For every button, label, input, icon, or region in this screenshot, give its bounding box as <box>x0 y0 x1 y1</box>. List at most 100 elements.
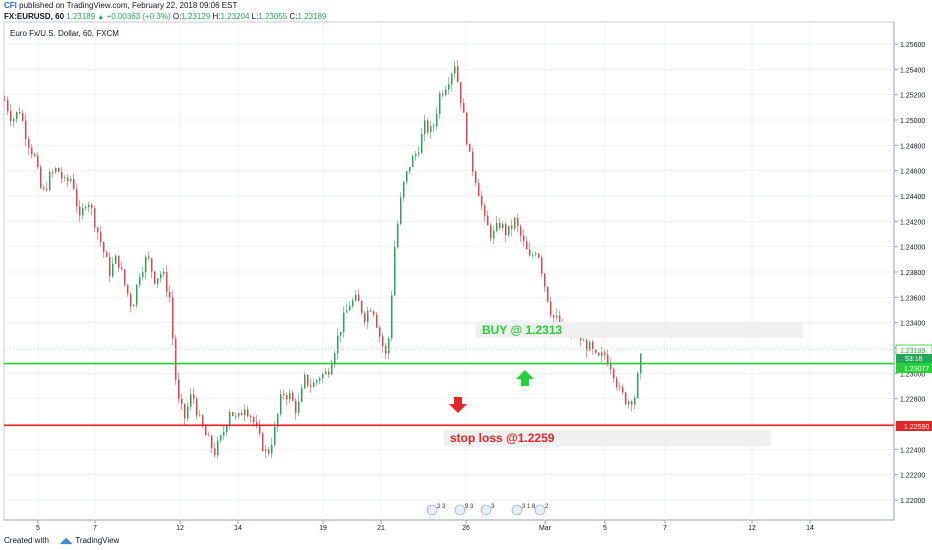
candle-body <box>547 286 549 302</box>
candle-body <box>307 374 309 386</box>
candle-body <box>271 444 273 454</box>
candle-body <box>460 82 462 104</box>
candle-body <box>481 196 483 206</box>
candle-body <box>295 400 297 413</box>
economic-event-icon[interactable]: 3 1 8 <box>511 504 536 516</box>
price-axis[interactable]: 1.25600 1.25400 1.25200 1.25000 1.24800 1.246… <box>894 42 925 505</box>
candle-body <box>430 126 432 133</box>
footer: Created with ◢◣ TradingView <box>0 532 932 550</box>
low-value: 1.23055 <box>258 12 288 21</box>
candle-body <box>196 398 198 416</box>
candle-body <box>394 247 396 296</box>
candle-body <box>415 154 417 157</box>
candle-body <box>61 171 63 179</box>
candle-body <box>499 223 501 228</box>
candle-body <box>34 154 36 156</box>
change-value: +0.00363 (+0.3%) <box>106 12 171 21</box>
candle-body <box>241 413 243 416</box>
candle-body <box>259 425 261 434</box>
candle-body <box>172 297 174 339</box>
chart-header: CFI published on TradingView.com, Februa… <box>0 0 932 22</box>
candle-body <box>427 120 429 133</box>
candle-body <box>379 327 381 337</box>
levels[interactable] <box>4 348 894 427</box>
tradingview-brand[interactable]: ◢◣ TradingView <box>60 532 119 550</box>
author-name[interactable]: CFI <box>4 1 17 10</box>
candle-body <box>103 242 105 253</box>
candle-body <box>169 292 171 298</box>
y-tick-label: 1.24800 <box>900 143 925 150</box>
candle-body <box>442 93 444 95</box>
candle-body <box>121 267 123 270</box>
open-value: 1.23129 <box>181 12 211 21</box>
candle-body <box>409 167 411 172</box>
candle-body <box>25 120 27 139</box>
x-tick-label: 5 <box>603 525 607 532</box>
economic-event-icon[interactable]: 9 3 <box>454 504 474 516</box>
candle-body <box>346 310 348 313</box>
stop-price-badge <box>896 421 932 431</box>
candle-body <box>610 364 612 370</box>
candle-body <box>412 156 414 168</box>
candle-body <box>502 224 504 228</box>
candle-body <box>619 387 621 388</box>
candle-body <box>403 181 405 198</box>
candle-body <box>418 152 420 155</box>
economic-event-icon[interactable]: 3 <box>480 504 495 516</box>
y-tick-label: 1.22400 <box>900 447 925 454</box>
candle-body <box>451 73 453 85</box>
candle-body <box>469 143 471 152</box>
candle-body <box>238 413 240 416</box>
chart-title: Euro Fx/U.S. Dollar, 60, FXCM <box>10 29 119 38</box>
y-tick-label: 1.25400 <box>900 67 925 74</box>
candle-body <box>622 387 624 393</box>
candle-body <box>163 271 165 275</box>
y-tick-label: 1.22200 <box>900 473 925 480</box>
candle-body <box>277 414 279 427</box>
high-value: 1.23204 <box>220 12 250 21</box>
y-tick-label: 1.24400 <box>900 194 925 201</box>
candle-body <box>88 204 90 208</box>
candle-body <box>190 394 192 407</box>
candle-body <box>439 93 441 115</box>
x-tick-label: 21 <box>377 525 385 532</box>
economic-event-icon[interactable]: 2 3 <box>426 504 446 516</box>
candle-body <box>310 385 312 387</box>
economic-events[interactable]: 2 3 9 3 3 3 1 8 2 <box>426 504 549 516</box>
candle-body <box>154 271 156 284</box>
candle-body <box>109 256 111 277</box>
x-tick-label: 26 <box>462 525 470 532</box>
symbol-label[interactable]: FX:EURUSD, 60 <box>4 12 65 21</box>
candle-body <box>433 126 435 127</box>
publish-info: CFI published on TradingView.com, Februa… <box>4 0 237 11</box>
time-axis[interactable]: 5 7 12 14 19 21 26 Mar 5 7 12 14 <box>36 520 814 532</box>
candle-body <box>139 276 141 285</box>
y-tick-label: 1.23800 <box>900 270 925 277</box>
candle-body <box>118 255 120 268</box>
up-arrow-icon[interactable] <box>516 370 534 386</box>
down-arrow-icon[interactable] <box>449 397 467 413</box>
candle-body <box>313 382 315 387</box>
candles[interactable] <box>4 59 642 459</box>
economic-event-icon[interactable]: 2 <box>534 504 549 516</box>
candle-body <box>253 417 255 423</box>
candle-body <box>256 422 258 426</box>
close-label: C: <box>289 12 298 21</box>
candle-body <box>166 271 168 293</box>
candle-body <box>613 369 615 379</box>
candle-body <box>406 171 408 182</box>
candle-body <box>472 151 474 172</box>
candle-body <box>160 274 162 279</box>
candle-body <box>283 394 285 396</box>
candle-body <box>43 187 45 189</box>
published-text: published on TradingView.com, February 2… <box>19 1 238 10</box>
candle-body <box>424 120 426 134</box>
candle-body <box>244 409 246 416</box>
annotations[interactable]: BUY @ 1.2313 stop loss @1.2259 <box>444 322 803 446</box>
candle-body <box>601 352 603 356</box>
candle-body <box>79 206 81 216</box>
tradingview-logo-icon: ◢◣ <box>60 536 73 545</box>
candle-body <box>208 435 210 437</box>
candle-body <box>349 306 351 311</box>
